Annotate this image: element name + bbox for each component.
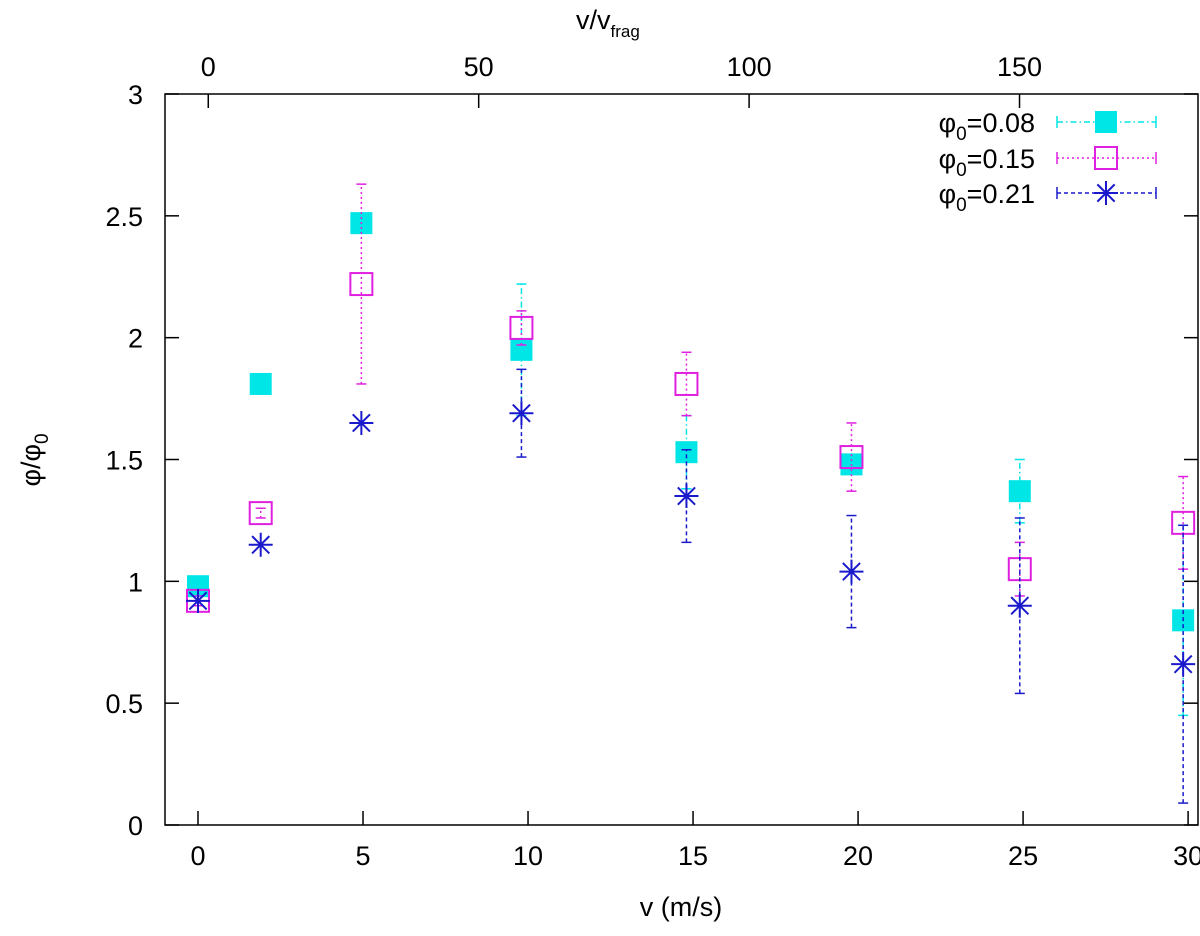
data-point bbox=[1007, 593, 1032, 618]
data-point bbox=[349, 410, 374, 435]
x-tick-label: 5 bbox=[356, 841, 371, 871]
series-2 bbox=[186, 183, 1196, 613]
x-tick-label: 20 bbox=[843, 841, 873, 871]
data-point bbox=[510, 338, 533, 361]
x2-tick-label: 150 bbox=[997, 52, 1042, 82]
left-axis-ticks: 0 0.5 1 1.5 2 2.5 3 bbox=[105, 80, 1198, 841]
y-axis-title: φ/φ0 bbox=[16, 433, 53, 486]
data-point bbox=[675, 441, 698, 464]
data-point bbox=[839, 445, 864, 470]
data-point bbox=[509, 315, 534, 340]
y-tick-label: 1 bbox=[128, 567, 143, 597]
legend-marker bbox=[1094, 181, 1118, 205]
y-tick-label: 2 bbox=[128, 324, 143, 354]
data-point bbox=[509, 401, 534, 426]
x-axis-title: v (m/s) bbox=[640, 892, 722, 922]
x2-tick-label: 100 bbox=[727, 52, 772, 82]
data-point bbox=[674, 371, 699, 396]
legend-label: φ0=0.08 bbox=[939, 108, 1035, 145]
y-tick-label: 3 bbox=[128, 80, 143, 110]
y-tick-label: 0 bbox=[128, 811, 143, 841]
top-axis-ticks: 0 50 100 150 bbox=[201, 52, 1042, 108]
bottom-axis-ticks: 0 5 10 15 20 25 30 bbox=[190, 811, 1200, 871]
data-point bbox=[1171, 652, 1196, 677]
legend-marker bbox=[1094, 146, 1118, 170]
data-point bbox=[674, 484, 699, 509]
legend-label: φ0=0.15 bbox=[939, 144, 1035, 181]
data-point bbox=[248, 532, 273, 557]
x2-axis-title: v/vfrag bbox=[576, 5, 640, 41]
x-tick-label: 15 bbox=[678, 841, 708, 871]
y-tick-label: 2.5 bbox=[105, 202, 143, 232]
x-tick-label: 30 bbox=[1173, 841, 1200, 871]
data-point bbox=[349, 272, 374, 297]
y-tick-label: 0.5 bbox=[105, 689, 143, 719]
data-point bbox=[248, 501, 273, 526]
data-series bbox=[186, 183, 1196, 804]
x2-tick-label: 0 bbox=[201, 52, 216, 82]
y-tick-label: 1.5 bbox=[105, 446, 143, 476]
data-point bbox=[1008, 480, 1031, 503]
legend-marker bbox=[1095, 111, 1117, 133]
data-point bbox=[249, 372, 272, 395]
x-tick-label: 25 bbox=[1008, 841, 1038, 871]
x-tick-label: 10 bbox=[513, 841, 543, 871]
data-point bbox=[187, 575, 210, 598]
legend-label: φ0=0.21 bbox=[939, 179, 1035, 216]
data-point bbox=[186, 588, 211, 613]
x2-tick-label: 50 bbox=[464, 52, 494, 82]
series-1 bbox=[187, 212, 1195, 717]
series-3 bbox=[186, 368, 1196, 804]
x-tick-label: 0 bbox=[190, 841, 205, 871]
data-point bbox=[839, 559, 864, 584]
